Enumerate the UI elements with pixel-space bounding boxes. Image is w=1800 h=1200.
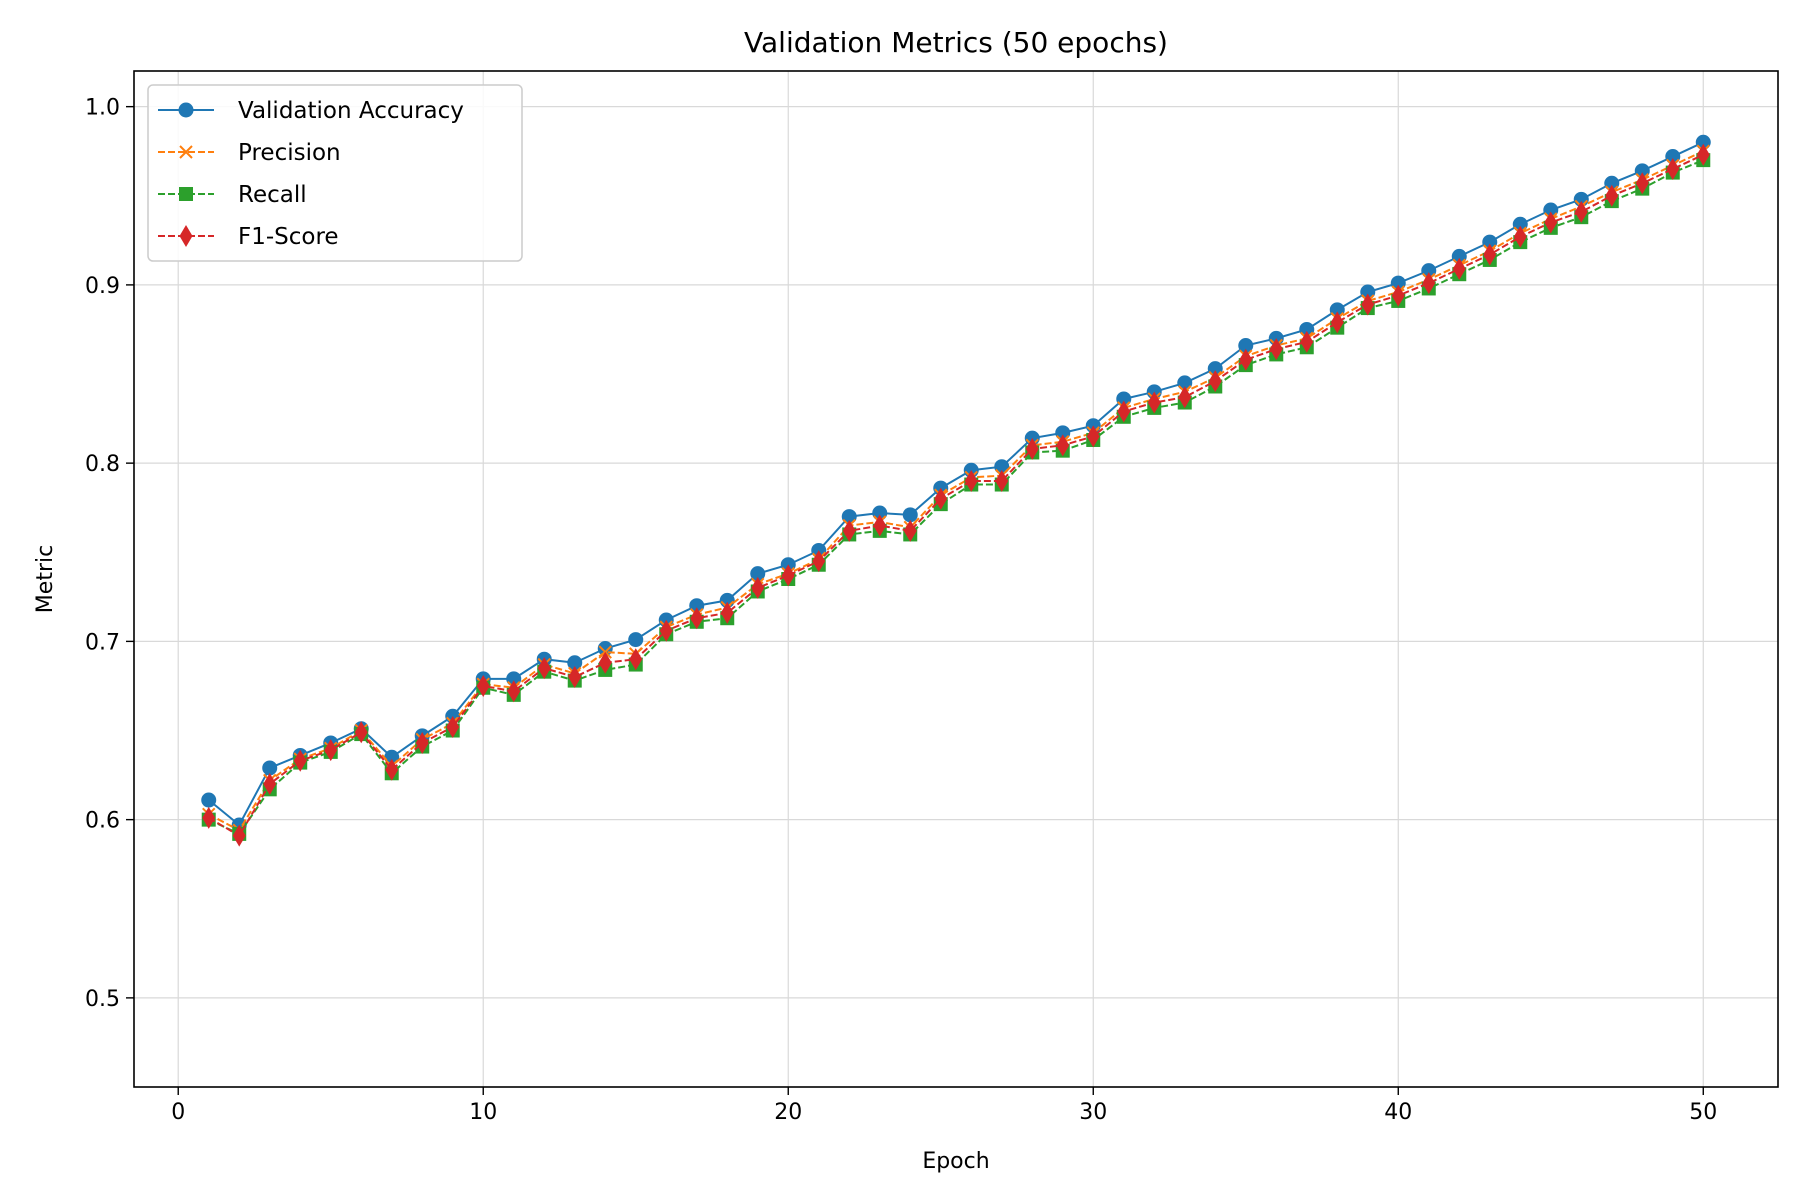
data-point-f1-score bbox=[1086, 425, 1100, 448]
data-point-f1-score bbox=[1696, 143, 1710, 166]
data-point-f1-score bbox=[1269, 338, 1283, 361]
data-point-f1-score bbox=[1117, 400, 1131, 423]
y-tick-label: 0.9 bbox=[85, 274, 120, 299]
data-point-f1-score bbox=[1391, 284, 1405, 307]
chart-title: Validation Metrics (50 epochs) bbox=[744, 26, 1168, 59]
data-point-f1-score bbox=[781, 564, 795, 587]
data-point-f1-score bbox=[1056, 434, 1070, 457]
series-layer bbox=[201, 134, 1711, 847]
data-point-f1-score bbox=[842, 519, 856, 542]
y-tick-label: 0.6 bbox=[85, 809, 120, 834]
data-point-f1-score bbox=[1239, 348, 1253, 371]
data-point-f1-score bbox=[1483, 243, 1497, 266]
data-point-f1-score bbox=[415, 731, 429, 754]
data-point-f1-score bbox=[1025, 437, 1039, 460]
data-point-f1-score bbox=[995, 469, 1009, 492]
data-point-f1-score bbox=[873, 514, 887, 537]
data-point-f1-score bbox=[1361, 293, 1375, 316]
x-tick-label: 40 bbox=[1384, 1100, 1412, 1125]
legend-label-precision: Precision bbox=[238, 140, 341, 166]
data-point-validation-accuracy bbox=[902, 507, 918, 523]
y-axis-title: Metric bbox=[33, 545, 58, 613]
data-point-f1-score bbox=[1422, 272, 1436, 295]
data-point-f1-score bbox=[354, 721, 368, 744]
data-point-f1-score bbox=[659, 619, 673, 642]
data-point-f1-score bbox=[537, 657, 551, 680]
data-point-validation-accuracy bbox=[262, 760, 278, 776]
data-point-f1-score bbox=[476, 674, 490, 697]
legend: Validation Accuracy Precision Recall F1-Sco… bbox=[147, 84, 523, 262]
data-point-f1-score bbox=[568, 666, 582, 689]
legend-label-validation-accuracy: Validation Accuracy bbox=[238, 98, 464, 124]
x-axis-title: Epoch bbox=[922, 1149, 989, 1174]
data-point-f1-score bbox=[1178, 386, 1192, 409]
data-point-f1-score bbox=[1666, 158, 1680, 181]
data-point-f1-score bbox=[690, 607, 704, 630]
legend-box bbox=[147, 84, 523, 262]
plot-frame bbox=[133, 70, 1779, 1088]
data-point-f1-score bbox=[720, 601, 734, 624]
axis-ticks: 0 10 20 30 40 50 0.5 0.6 0.7 0.8 0.9 1.0 bbox=[85, 96, 1717, 1125]
data-point-f1-score bbox=[751, 576, 765, 599]
data-point-f1-score bbox=[263, 772, 277, 795]
data-point-f1-score bbox=[446, 715, 460, 738]
data-point-f1-score bbox=[385, 758, 399, 781]
x-tick-label: 10 bbox=[469, 1100, 497, 1125]
data-point-f1-score bbox=[1300, 330, 1314, 353]
data-point-f1-score bbox=[1513, 225, 1527, 248]
data-point-f1-score bbox=[1544, 211, 1558, 234]
data-point-f1-score bbox=[1208, 370, 1222, 393]
data-point-f1-score bbox=[629, 648, 643, 671]
y-tick-label: 0.7 bbox=[85, 630, 120, 655]
data-point-f1-score bbox=[202, 806, 216, 829]
data-point-validation-accuracy bbox=[201, 792, 217, 808]
y-tick-label: 1.0 bbox=[85, 96, 120, 121]
legend-marker-f1-score bbox=[179, 225, 193, 247]
legend-label-recall: Recall bbox=[238, 182, 307, 208]
data-point-f1-score bbox=[1330, 311, 1344, 334]
data-point-f1-score bbox=[1452, 257, 1466, 280]
y-tick-label: 0.5 bbox=[85, 987, 120, 1012]
legend-marker-recall bbox=[179, 187, 193, 201]
data-point-f1-score bbox=[1574, 200, 1588, 223]
data-point-f1-score bbox=[1147, 391, 1161, 414]
data-point-validation-accuracy bbox=[567, 655, 583, 671]
data-point-validation-accuracy bbox=[1238, 337, 1254, 353]
x-tick-label: 30 bbox=[1079, 1100, 1107, 1125]
x-tick-label: 50 bbox=[1689, 1100, 1717, 1125]
legend-marker-validation-accuracy bbox=[178, 102, 194, 118]
series-f1-score bbox=[202, 143, 1710, 847]
data-point-f1-score bbox=[964, 469, 978, 492]
legend-marker-precision bbox=[179, 145, 193, 159]
data-point-f1-score bbox=[812, 550, 826, 573]
data-point-f1-score bbox=[232, 824, 246, 847]
data-point-validation-accuracy bbox=[750, 566, 766, 582]
data-point-f1-score bbox=[1635, 172, 1649, 195]
data-point-f1-score bbox=[598, 651, 612, 674]
legend-label-f1-score: F1-Score bbox=[238, 224, 339, 250]
data-point-validation-accuracy bbox=[628, 632, 644, 648]
data-point-f1-score bbox=[324, 739, 338, 762]
data-point-f1-score bbox=[934, 487, 948, 510]
data-point-f1-score bbox=[293, 749, 307, 772]
y-tick-label: 0.8 bbox=[85, 452, 120, 477]
data-point-f1-score bbox=[507, 680, 521, 703]
data-point-f1-score bbox=[1605, 184, 1619, 207]
x-tick-label: 0 bbox=[171, 1100, 185, 1125]
data-point-f1-score bbox=[903, 519, 917, 542]
x-tick-label: 20 bbox=[774, 1100, 802, 1125]
